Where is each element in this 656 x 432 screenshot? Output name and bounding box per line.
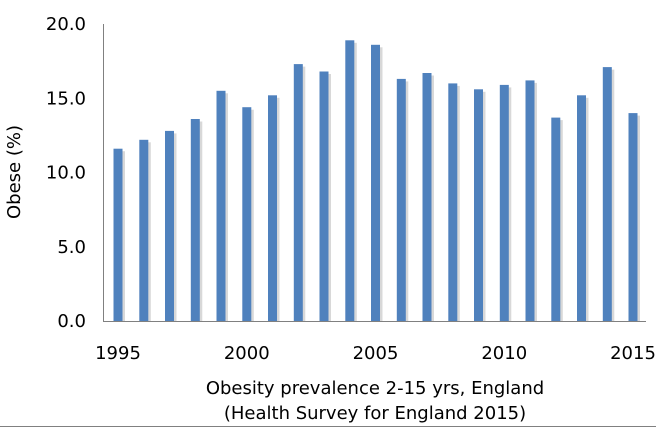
bar-1999 [216,90,226,321]
x-axis-title-line2: (Health Survey for England 2015) [224,403,526,424]
x-tick-labels: 1995 2000 2005 2010 2015 [95,343,656,364]
bar-2004 [345,40,355,322]
bar-1996 [139,139,149,321]
bar-2001 [268,95,277,321]
bar-2012 [551,117,561,321]
x-tick-label-1995: 1995 [95,343,141,364]
y-tick-label-20.0: 20.0 [46,14,86,35]
axes-group [0,24,656,427]
y-tick-label-15.0: 15.0 [46,88,86,109]
bar-2011 [525,80,535,322]
bar-1997 [165,130,174,321]
bar-2002 [293,64,303,321]
bars-group [113,40,640,322]
y-tick-labels: 0.0 5.0 10.0 15.0 20.0 [46,14,86,332]
bar-1995 [113,148,123,321]
y-tick-label-0.0: 0.0 [57,311,86,332]
bar-2007 [422,73,432,321]
bar-2003 [319,71,329,321]
bar-2005 [371,44,380,322]
bar-2015 [628,113,638,321]
x-tick-label-2010: 2010 [481,343,527,364]
y-axis-title: Obese (%) [4,125,25,219]
bar-2013 [577,95,586,321]
y-tick-label-5.0: 5.0 [57,237,86,258]
x-tick-label-2000: 2000 [224,343,270,364]
bar-2006 [396,78,406,322]
bar-1998 [190,119,200,321]
bar-2000 [242,107,252,321]
x-axis-title-line1: Obesity prevalence 2-15 yrs, England [206,378,544,399]
bar-2008 [448,83,458,322]
bar-2014 [602,67,612,321]
bar-2010 [499,84,509,322]
bar-2009 [474,89,483,321]
x-tick-label-2005: 2005 [353,343,399,364]
x-tick-label-2015: 2015 [610,343,656,364]
y-tick-label-10.0: 10.0 [46,163,86,184]
